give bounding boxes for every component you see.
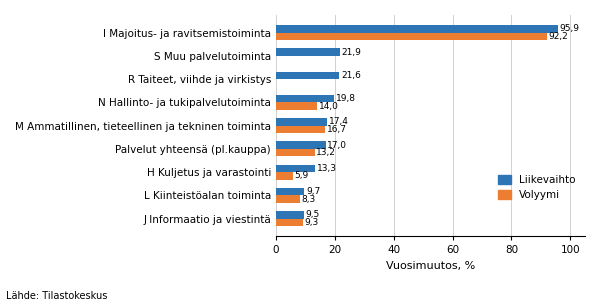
Bar xyxy=(276,165,315,172)
Bar xyxy=(276,195,300,203)
Bar xyxy=(276,211,304,219)
Bar xyxy=(276,126,325,133)
Text: 9,3: 9,3 xyxy=(305,218,319,227)
Bar xyxy=(276,25,558,33)
Text: 16,7: 16,7 xyxy=(326,125,347,134)
Bar xyxy=(276,33,547,40)
Text: 95,9: 95,9 xyxy=(560,24,580,33)
Text: 8,3: 8,3 xyxy=(302,195,316,204)
Text: Lähde: Tilastokeskus: Lähde: Tilastokeskus xyxy=(6,291,107,301)
Legend: Liikevaihto, Volyymi: Liikevaihto, Volyymi xyxy=(494,171,580,205)
Bar xyxy=(276,102,317,110)
Text: 19,8: 19,8 xyxy=(335,94,356,103)
Bar xyxy=(276,172,293,180)
X-axis label: Vuosimuutos, %: Vuosimuutos, % xyxy=(386,261,475,271)
Text: 17,0: 17,0 xyxy=(328,141,347,150)
Text: 21,6: 21,6 xyxy=(341,71,361,80)
Bar xyxy=(276,219,303,226)
Bar xyxy=(276,149,315,156)
Text: 5,9: 5,9 xyxy=(295,171,309,180)
Text: 13,3: 13,3 xyxy=(316,164,337,173)
Text: 92,2: 92,2 xyxy=(549,32,569,41)
Bar xyxy=(276,188,304,195)
Bar xyxy=(276,118,327,126)
Text: 21,9: 21,9 xyxy=(342,47,362,57)
Bar xyxy=(276,72,340,79)
Bar xyxy=(276,48,340,56)
Text: 9,5: 9,5 xyxy=(305,210,320,219)
Text: 13,2: 13,2 xyxy=(316,148,336,157)
Bar xyxy=(276,141,326,149)
Text: 17,4: 17,4 xyxy=(329,117,349,126)
Bar xyxy=(276,95,334,102)
Text: 14,0: 14,0 xyxy=(319,102,338,111)
Text: 9,7: 9,7 xyxy=(306,187,320,196)
